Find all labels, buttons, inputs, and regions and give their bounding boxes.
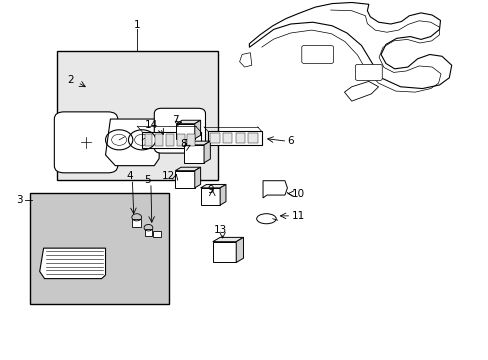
- Text: 4: 4: [126, 171, 133, 181]
- Text: 3: 3: [16, 195, 22, 205]
- Bar: [144, 134, 152, 146]
- Bar: [30, 193, 168, 304]
- Text: 10: 10: [292, 189, 305, 199]
- Bar: [176, 134, 184, 146]
- Polygon shape: [263, 181, 287, 198]
- Text: 14: 14: [145, 120, 158, 130]
- Polygon shape: [183, 141, 210, 145]
- Bar: [210, 134, 219, 143]
- Bar: [212, 242, 236, 262]
- Bar: [223, 134, 232, 143]
- Text: 8: 8: [180, 139, 186, 149]
- Polygon shape: [249, 3, 451, 89]
- Polygon shape: [239, 53, 251, 67]
- Text: 2: 2: [67, 75, 74, 85]
- Bar: [207, 131, 261, 145]
- Bar: [153, 231, 161, 237]
- Polygon shape: [175, 167, 200, 171]
- FancyBboxPatch shape: [355, 64, 382, 81]
- Text: 5: 5: [144, 175, 151, 185]
- Polygon shape: [344, 81, 378, 101]
- Bar: [144, 229, 152, 235]
- Bar: [155, 134, 163, 146]
- Bar: [187, 134, 195, 146]
- Bar: [142, 132, 200, 148]
- Polygon shape: [220, 184, 225, 205]
- Bar: [200, 188, 220, 205]
- Polygon shape: [105, 119, 159, 166]
- Bar: [132, 219, 141, 226]
- Text: 13: 13: [213, 225, 226, 235]
- Text: 6: 6: [286, 136, 293, 146]
- Bar: [175, 171, 194, 188]
- Text: 12: 12: [162, 171, 175, 181]
- Bar: [57, 51, 217, 180]
- Text: 1: 1: [134, 20, 140, 30]
- Bar: [235, 134, 244, 143]
- Polygon shape: [203, 141, 210, 163]
- Bar: [176, 124, 194, 139]
- Polygon shape: [194, 167, 200, 188]
- Polygon shape: [176, 120, 200, 124]
- Bar: [165, 134, 173, 146]
- Text: 9: 9: [206, 185, 213, 195]
- FancyBboxPatch shape: [154, 108, 205, 153]
- Polygon shape: [212, 237, 243, 242]
- Bar: [183, 145, 203, 163]
- FancyBboxPatch shape: [301, 45, 333, 63]
- Text: 11: 11: [292, 211, 305, 221]
- Polygon shape: [236, 237, 243, 262]
- Polygon shape: [40, 248, 105, 279]
- Polygon shape: [194, 120, 200, 139]
- Polygon shape: [200, 184, 225, 188]
- Text: 7: 7: [172, 115, 178, 125]
- FancyBboxPatch shape: [54, 112, 118, 173]
- Bar: [248, 134, 257, 143]
